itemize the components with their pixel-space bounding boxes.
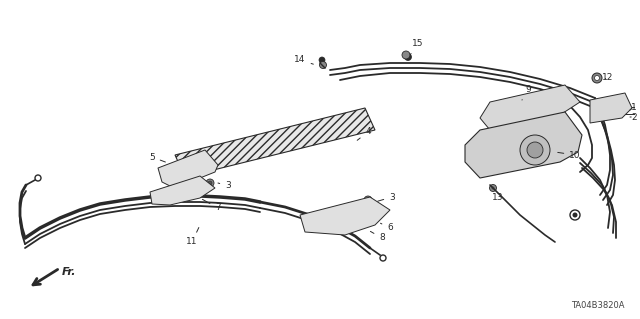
Text: 2: 2 [630,113,637,122]
Text: 13: 13 [492,190,504,203]
Circle shape [527,142,543,158]
Text: 14: 14 [294,56,314,64]
Text: TA04B3820A: TA04B3820A [572,301,625,310]
Circle shape [518,98,522,102]
Polygon shape [300,197,390,235]
Circle shape [366,198,370,202]
Polygon shape [150,176,215,205]
Circle shape [492,187,495,189]
Text: 8: 8 [371,231,385,242]
Circle shape [592,73,602,83]
Circle shape [516,96,524,104]
Polygon shape [480,85,580,130]
Circle shape [364,196,372,204]
Text: 11: 11 [186,227,199,247]
Polygon shape [465,112,582,178]
Circle shape [573,212,577,218]
Circle shape [208,181,212,185]
Polygon shape [175,108,375,177]
Text: 12: 12 [602,72,614,81]
Circle shape [490,184,497,191]
Circle shape [595,76,600,80]
Text: Fr.: Fr. [62,267,77,277]
Circle shape [402,51,410,59]
Text: 9: 9 [522,85,531,100]
Text: 7: 7 [202,199,221,212]
Text: 4: 4 [357,128,371,140]
Text: 3: 3 [378,192,395,202]
Text: 10: 10 [557,151,580,160]
Circle shape [520,135,550,165]
Text: 1: 1 [630,102,637,112]
Polygon shape [590,93,632,123]
Text: 15: 15 [410,40,424,55]
Circle shape [319,57,325,63]
Text: 5: 5 [149,152,165,162]
Text: 6: 6 [381,223,393,233]
Circle shape [404,54,412,61]
Circle shape [206,179,214,187]
Text: 3: 3 [218,182,231,190]
Polygon shape [158,150,218,186]
Circle shape [319,62,326,69]
